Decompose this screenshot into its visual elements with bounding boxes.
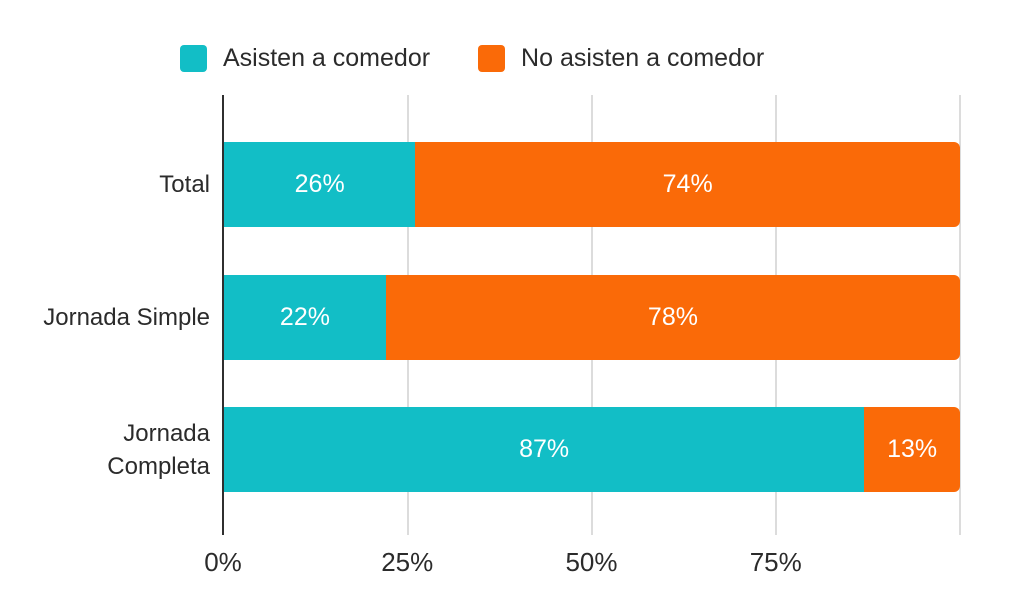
x-axis-label: 75% <box>749 547 802 577</box>
legend-swatch-asisten <box>180 45 207 72</box>
bar-row: 26% 74% <box>224 142 960 227</box>
y-axis-line <box>222 95 224 535</box>
bar-value-label: 87% <box>519 435 570 463</box>
bar-segment: 87% <box>224 407 865 492</box>
legend: Asisten a comedor No asisten a comedor <box>180 44 764 73</box>
bar-segment: 74% <box>415 142 960 227</box>
bar-value-label: 26% <box>294 170 345 198</box>
x-axis-label: 0% <box>204 547 242 577</box>
category-label: Total <box>159 171 210 198</box>
bar-value-label: 13% <box>887 435 938 463</box>
plot-area: 26% 74% 22% 78% 87% 13% <box>224 95 961 535</box>
bar-value-label: 22% <box>279 303 330 331</box>
legend-swatch-no-asisten <box>478 45 506 72</box>
category-label: Jornada Simple <box>43 304 210 331</box>
legend-label-no-asisten: No asisten a comedor <box>521 44 765 72</box>
legend-label-asisten: Asisten a comedor <box>223 44 431 72</box>
bar-value-label: 78% <box>647 303 698 331</box>
x-axis-label: 50% <box>565 547 618 577</box>
bar-segment: 13% <box>864 407 960 492</box>
category-label: Jornada Completa <box>107 419 210 480</box>
x-axis: 0% 25% 50% 75% <box>204 547 960 579</box>
x-axis-label: 25% <box>381 547 434 577</box>
bar-segment: 78% <box>385 275 960 360</box>
bar-row: 87% 13% <box>224 407 960 492</box>
bar-segment: 22% <box>224 275 386 360</box>
legend-item-asisten: Asisten a comedor <box>180 44 430 73</box>
bar-value-label: 74% <box>662 170 713 198</box>
gridline <box>959 95 961 535</box>
legend-item-no-asisten: No asisten a comedor <box>478 44 764 73</box>
bar-row: 22% 78% <box>224 275 960 360</box>
bar-segment: 26% <box>224 142 416 227</box>
